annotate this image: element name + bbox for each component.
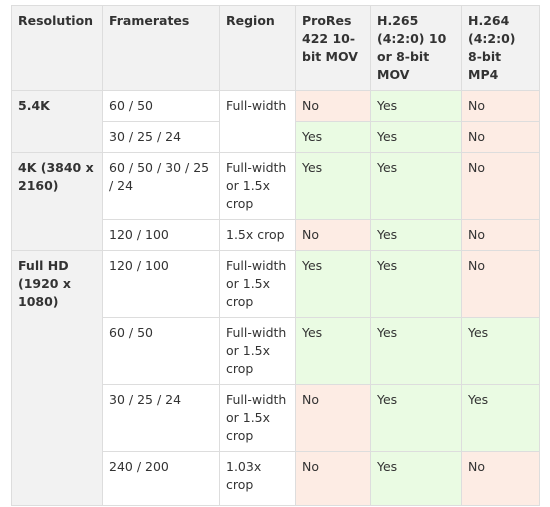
h265-cell: Yes (370, 121, 462, 153)
table-row: Full HD (1920 x 1080) 120 / 100 Full-wid… (11, 250, 540, 506)
table-row: 120 / 100 1.5x crop No Yes No (12, 219, 540, 251)
header-resolution: Resolution (11, 5, 103, 91)
region-cell: Full-width (219, 90, 296, 153)
framerates-cell: 60 / 50 / 30 / 25 / 24 (102, 152, 220, 220)
table-row: 4K (3840 x 2160) 60 / 50 / 30 / 25 / 24 … (11, 152, 540, 251)
resolution-cell-full-hd: Full HD (1920 x 1080) (11, 250, 103, 506)
header-prores: ProRes 422 10-bit MOV (295, 5, 371, 91)
resolution-cell-4k: 4K (3840 x 2160) (11, 152, 103, 251)
framerates-cell: 60 / 50 (102, 90, 220, 122)
header-h264: H.264 (4:2:0) 8-bit MP4 (461, 5, 540, 91)
codec-support-table: Resolution Framerates Region ProRes 422 … (11, 5, 540, 506)
region-cell: Full-width or 1.5x crop (219, 317, 296, 385)
framerates-cell: 120 / 100 (102, 250, 220, 318)
framerates-cell: 60 / 50 (102, 317, 220, 385)
region-cell: 1.03x crop (219, 451, 296, 506)
h264-cell: No (461, 90, 540, 122)
h264-cell: Yes (461, 384, 540, 452)
prores-cell: Yes (295, 250, 371, 318)
h265-cell: Yes (370, 384, 462, 452)
table-row: 30 / 25 / 24 Full-width or 1.5x crop No … (12, 384, 540, 452)
h264-cell: No (461, 219, 540, 251)
prores-cell: No (295, 219, 371, 251)
table-row: 5.4K 60 / 50 Full-width No Yes No (11, 90, 540, 153)
framerates-cell: 30 / 25 / 24 (102, 384, 220, 452)
h264-cell: No (461, 250, 540, 318)
h265-cell: Yes (370, 317, 462, 385)
framerates-cell: 120 / 100 (102, 219, 220, 251)
prores-cell: Yes (295, 152, 371, 220)
h264-cell: Yes (461, 317, 540, 385)
region-cell: Full-width or 1.5x crop (219, 384, 296, 452)
prores-cell: Yes (295, 121, 371, 153)
region-cell: Full-width or 1.5x crop (219, 250, 296, 318)
h265-cell: Yes (370, 90, 462, 122)
resolution-cell-5-4k: 5.4K (11, 90, 103, 153)
header-region: Region (219, 5, 296, 91)
prores-cell: No (295, 384, 371, 452)
header-h265: H.265 (4:2:0) 10 or 8-bit MOV (370, 5, 462, 91)
h265-cell: Yes (370, 152, 462, 220)
prores-cell: Yes (295, 317, 371, 385)
header-row: Resolution Framerates Region ProRes 422 … (11, 5, 540, 91)
prores-cell: No (295, 451, 371, 506)
table-row: 60 / 50 Full-width or 1.5x crop Yes Yes … (12, 317, 540, 385)
h265-cell: Yes (370, 451, 462, 506)
prores-cell: No (295, 90, 371, 122)
header-framerates: Framerates (102, 5, 220, 91)
framerates-cell: 240 / 200 (102, 451, 220, 506)
framerates-cell: 30 / 25 / 24 (102, 121, 220, 153)
table-row: 30 / 25 / 24 Yes Yes No (12, 121, 540, 153)
h264-cell: No (461, 152, 540, 220)
h265-cell: Yes (370, 250, 462, 318)
region-cell: 1.5x crop (219, 219, 296, 251)
h265-cell: Yes (370, 219, 462, 251)
table-row: 240 / 200 1.03x crop No Yes No (12, 451, 540, 506)
h264-cell: No (461, 121, 540, 153)
region-cell: Full-width or 1.5x crop (219, 152, 296, 220)
h264-cell: No (461, 451, 540, 506)
